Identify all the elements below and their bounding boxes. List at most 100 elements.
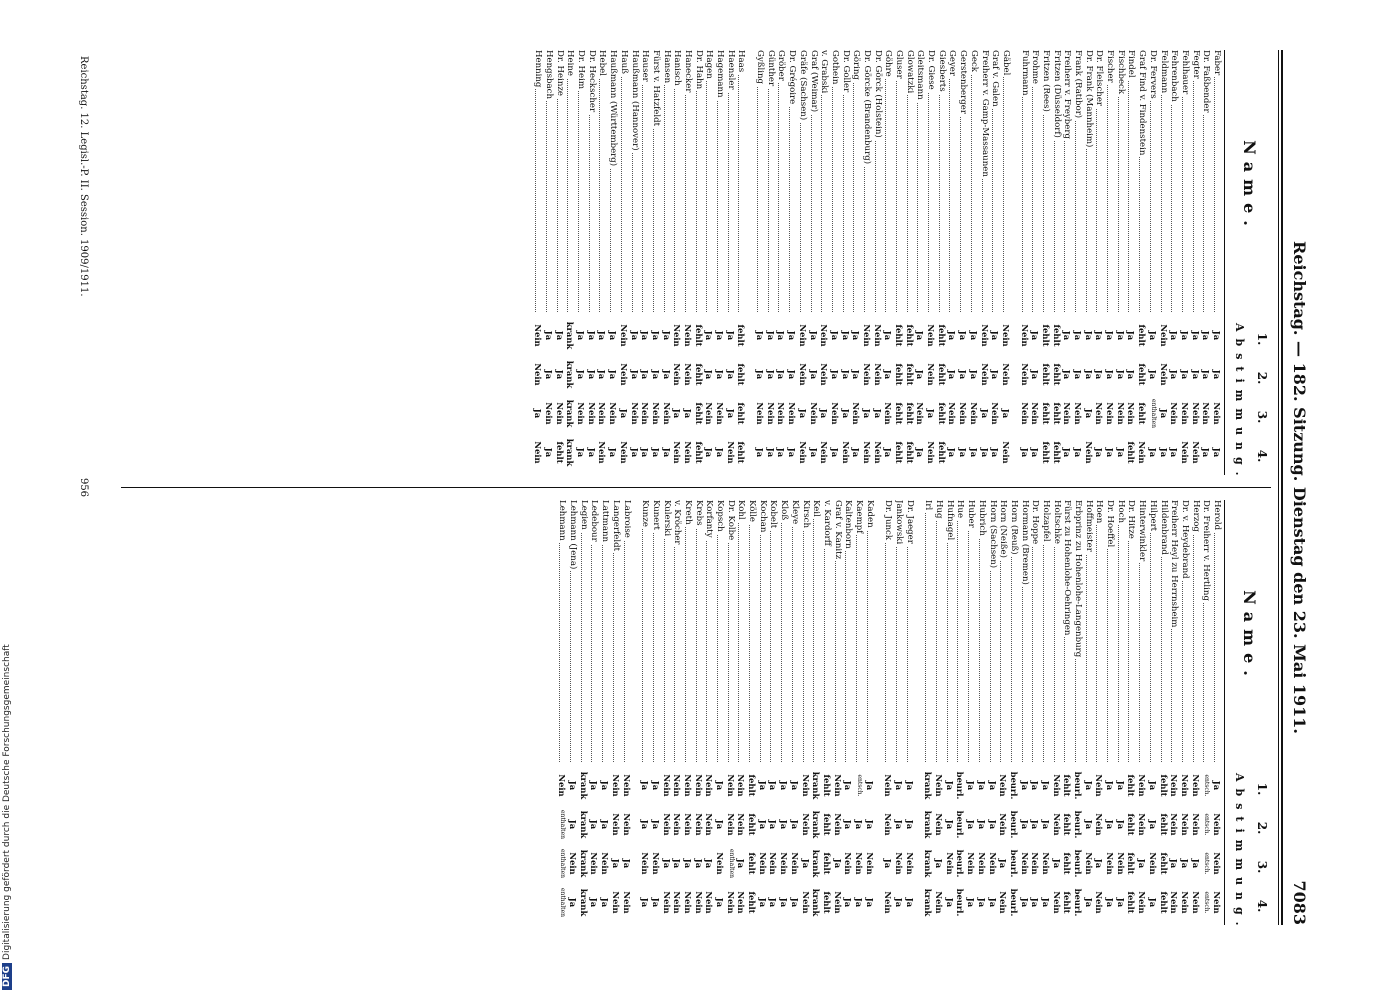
vote-1-cell: Ja xyxy=(661,330,672,341)
member-name: Heine xyxy=(565,50,576,316)
table-row: Labroise Nein Nein Ja Nein xyxy=(621,500,632,925)
vote-4-cell: fehlt xyxy=(936,441,947,464)
vote-1-cell: Nein xyxy=(683,774,693,797)
vote-2-cell: Nein xyxy=(1019,363,1030,386)
table-row: Legien krank krank krank krank xyxy=(578,500,589,925)
table-row: Horn (Sachsen) Ja Ja Nein Ja xyxy=(987,500,998,925)
table-row: Dr. Fleischer Ja Ja Nein Ja xyxy=(1094,50,1105,475)
table-row: Hubrich Ja Ja Nein Ja xyxy=(976,500,987,925)
vote-3-cell: Nein xyxy=(650,402,661,425)
vote-3-cell: Nein xyxy=(1126,402,1137,425)
table-row: Fritzen (Düsseldorf) fehlt fehlt fehlt fehlt xyxy=(1051,50,1062,475)
vote-4-cell: Ja xyxy=(576,447,587,458)
member-name: Fritzen (Rees) xyxy=(1040,50,1051,316)
vote-1-cell: Nein xyxy=(736,774,747,797)
vote-1-cell: Ja xyxy=(944,780,955,791)
vote-2-cell: Ja xyxy=(843,819,854,830)
vote-4-cell: krank xyxy=(565,438,576,467)
vote-2-cell: krank xyxy=(811,810,822,839)
member-name: Ledebour xyxy=(589,500,600,766)
vote-4-cell: Nein xyxy=(998,891,1009,914)
vote-1-cell: Ja xyxy=(1179,330,1190,341)
vote-4-cell: Nein xyxy=(819,441,830,464)
vote-1-cell: Ja xyxy=(1115,330,1126,341)
vote-1-cell: Ja xyxy=(1019,780,1030,791)
vote-4-cell: fehlt xyxy=(894,441,905,464)
table-head: Name. 1. 2. 3. 4. Abstimmung. xyxy=(1225,500,1271,932)
vote-3-cell: enthalten xyxy=(727,848,735,878)
vote-3-cell: Nein xyxy=(1062,402,1073,425)
vote-3-cell: Nein xyxy=(650,852,661,875)
table-row: Gyßling Ja Ja Nein Ja xyxy=(754,50,766,475)
member-name: Dr. Heim xyxy=(575,50,587,316)
table-row: Kulerski Nein Nein Ja Nein xyxy=(661,500,672,925)
vote-2-cell: Ja xyxy=(968,369,979,380)
vote-4-cell: fehlt xyxy=(1158,891,1169,914)
member-name: Korfanty xyxy=(704,500,715,766)
member-name: Fuhrmann xyxy=(1019,50,1030,316)
table-row: Göring Ja Ja Nein Ja xyxy=(851,50,862,475)
vote-2-cell: Ja xyxy=(776,369,787,380)
vote-2-cell: Nein xyxy=(533,363,544,386)
vote-2-cell: Nein xyxy=(832,813,843,836)
vote-2-cell: Ja xyxy=(544,369,555,380)
vote-4-cell: Nein xyxy=(800,891,811,914)
vote-2-cell: Ja xyxy=(661,369,672,380)
member-name: Göring xyxy=(851,50,862,316)
table-row: Lehmann (Jena) Ja Ja Nein Ja xyxy=(567,500,579,925)
vote-1-cell: Ja xyxy=(640,780,651,791)
vote-4-cell: Nein xyxy=(1212,891,1222,914)
vote-3-cell: Ja xyxy=(998,858,1009,869)
member-name: Frank (Ratibor) xyxy=(1072,50,1084,316)
vote-4-cell: Ja xyxy=(650,897,661,908)
vote-1-cell: Ja xyxy=(829,330,840,341)
vote-2-cell: krank xyxy=(565,360,576,389)
vote-2-cell: Nein xyxy=(1158,363,1169,386)
vote-4-cell: Ja xyxy=(1094,447,1105,458)
table-row: Fehlhauer Ja Ja Nein Nein xyxy=(1179,50,1190,475)
vote-1-cell: Nein xyxy=(1190,774,1201,797)
vote-4-cell: Ja xyxy=(1030,897,1041,908)
member-name: Lehmann (Jena) xyxy=(567,500,579,766)
member-name: Herold xyxy=(1211,500,1222,766)
table-row: Hilpert Ja Ja Nein Ja xyxy=(1147,500,1158,925)
member-name: Horn (Sachsen) xyxy=(987,500,998,766)
table-row: Gäbel Nein Nein Ja Nein xyxy=(1000,50,1011,475)
vote-3-cell: Nein xyxy=(1030,402,1041,425)
table-row: Frohme Ja Ja Nein Ja xyxy=(1030,50,1041,475)
newspaper-page: Reichstag. — 182. Sitzung. Dienstag den … xyxy=(73,50,1323,932)
vote-1-cell: Nein xyxy=(800,774,811,797)
vote-3-cell: Nein xyxy=(597,402,608,425)
vote-2-cell: Ja xyxy=(1105,819,1116,830)
vote-3-cell: Nein xyxy=(829,402,840,425)
footer-page-number: 956 xyxy=(78,477,89,498)
vote-4-cell: Ja xyxy=(1212,447,1222,458)
vote-2-cell: Ja xyxy=(1147,369,1158,380)
table-row: Lattmann Ja Ja Nein Ja xyxy=(600,500,611,925)
vote-3-cell: Ja xyxy=(979,408,990,419)
vote-3-cell: Ja xyxy=(704,858,715,869)
table-row: Dr. v. Heydebrand Nein Nein Ja Nein xyxy=(1179,500,1190,925)
table-row: Kreth Nein Nein Ja Nein xyxy=(682,500,693,925)
vote-3-cell: Nein xyxy=(715,402,726,425)
vote-2-cell: Ja xyxy=(650,819,661,830)
vote-2-cell: Ja xyxy=(864,819,875,830)
vote-2-cell: Ja xyxy=(1115,369,1126,380)
table-row: Gleitsmann Ja Ja Nein Ja xyxy=(915,50,926,475)
vote-3-cell: Nein xyxy=(1212,852,1222,875)
vote-3-cell: Ja xyxy=(683,408,693,419)
table-row: v. Kardorff fehlt fehlt fehlt fehlt xyxy=(821,500,832,925)
member-name: Hormann (Bremen) xyxy=(1019,500,1030,766)
vote-2-cell: Nein xyxy=(872,363,883,386)
table-row: Fürst zu Hohenlohe-Oehringen fehlt fehlt fe… xyxy=(1062,500,1073,925)
table-row: Kaempf entsch. Ja Nein Ja xyxy=(853,500,864,925)
vote-3-cell: Nein xyxy=(944,852,955,875)
member-name: Dr. Fleischer xyxy=(1094,50,1105,316)
vote-3-cell: Nein xyxy=(1169,402,1180,425)
vote-3-cell: Nein xyxy=(1030,852,1041,875)
vote-3-cell: Nein xyxy=(958,402,969,425)
vote-2-cell: Nein xyxy=(683,363,693,386)
vote-2-cell: fehlt xyxy=(936,363,947,386)
vote-2-cell: Ja xyxy=(1190,369,1201,380)
vote-1-cell: Nein xyxy=(1169,774,1180,797)
